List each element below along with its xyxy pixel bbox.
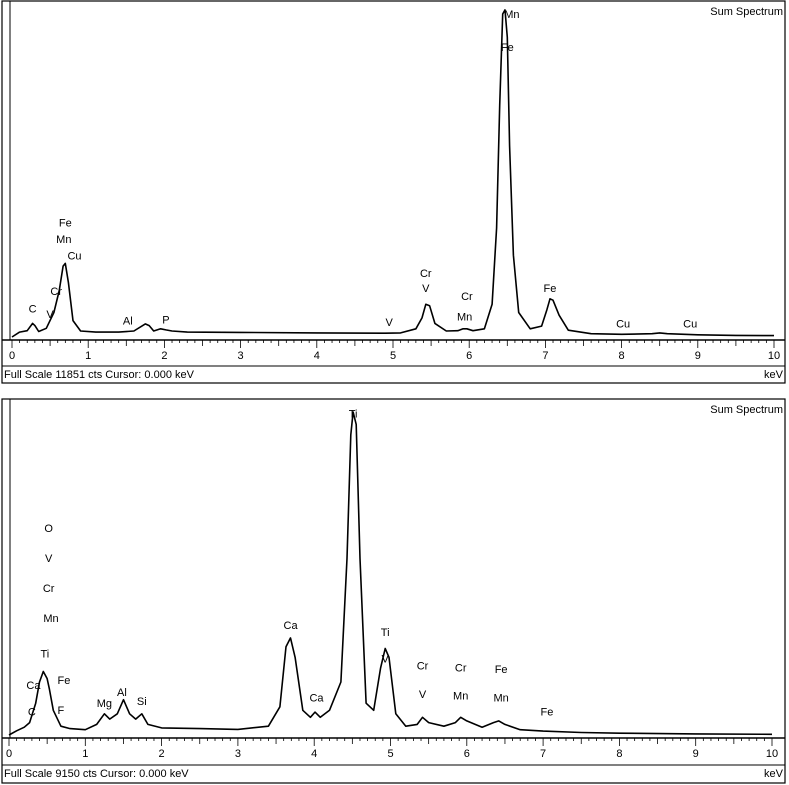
x-tick-label: 5 bbox=[390, 350, 396, 362]
peak-label: Fe bbox=[59, 218, 72, 230]
peak-label: V bbox=[46, 309, 54, 321]
peak-label: Cr bbox=[43, 583, 55, 595]
plot-frame bbox=[1, 0, 786, 384]
peak-label: Fe bbox=[544, 283, 557, 295]
peak-label: Cr bbox=[420, 268, 432, 280]
peak-label: Fe bbox=[501, 42, 514, 54]
x-tick-label: 1 bbox=[82, 748, 88, 760]
plot-frame bbox=[1, 398, 786, 784]
peak-label: Mn bbox=[504, 9, 519, 21]
spectrum-panel-1: 0 1 2 3 4 5 6 7 8 9 10 C V Cr Cu Mn Fe Al P V V Cr Mn Cr Fe Mn Fe C… bbox=[0, 0, 789, 385]
x-tick-label: 0 bbox=[9, 350, 15, 362]
spectrum-title: Sum Spectrum bbox=[710, 404, 783, 416]
peak-label: Cu bbox=[616, 318, 630, 330]
peak-label: Al bbox=[117, 687, 127, 699]
x-tick-label: 4 bbox=[311, 748, 317, 760]
x-tick-label: 6 bbox=[466, 350, 472, 362]
peak-label: Cr bbox=[455, 662, 467, 674]
peak-label: V bbox=[419, 689, 427, 701]
spectrum-chart-2: 0 1 2 3 4 5 6 7 8 9 10 C Ca Ti Mn Cr V O F Fe Mg Al Si Ca Ca Ti V T… bbox=[1, 398, 786, 784]
spectrum-trace bbox=[8, 411, 773, 736]
peak-label: Cr bbox=[50, 286, 62, 298]
peak-label: Mn bbox=[457, 312, 472, 324]
peak-label: Cu bbox=[683, 318, 697, 330]
peak-label: Ti bbox=[381, 627, 390, 639]
peak-label: Ca bbox=[284, 620, 299, 632]
x-tick-label: 7 bbox=[542, 350, 548, 362]
x-tick-label: 7 bbox=[540, 748, 546, 760]
x-tick-label: 4 bbox=[314, 350, 320, 362]
x-tick-label: 5 bbox=[387, 748, 393, 760]
full-scale-readout: Full Scale 9150 cts Cursor: 0.000 keV bbox=[4, 768, 189, 780]
x-tick-label: 8 bbox=[616, 748, 622, 760]
peak-label: F bbox=[58, 705, 65, 717]
x-axis-unit: keV bbox=[764, 369, 784, 381]
peak-label: V bbox=[381, 654, 389, 666]
x-tick-label: 1 bbox=[85, 350, 91, 362]
peak-label: Ca bbox=[309, 692, 324, 704]
x-tick-label: 3 bbox=[235, 748, 241, 760]
peak-label: Fe bbox=[495, 664, 508, 676]
x-tick-label: 2 bbox=[159, 748, 165, 760]
peak-label: C bbox=[29, 303, 37, 315]
x-tick-label: 2 bbox=[161, 350, 167, 362]
peak-label: Ti bbox=[349, 408, 358, 420]
peak-label: O bbox=[44, 523, 53, 535]
x-tick-label: 6 bbox=[464, 748, 470, 760]
peak-label: Ca bbox=[26, 680, 41, 692]
x-tick-label: 9 bbox=[693, 748, 699, 760]
peak-label: V bbox=[45, 553, 53, 565]
peak-label: Mn bbox=[453, 691, 468, 703]
x-tick-label: 0 bbox=[6, 748, 12, 760]
peak-label: Ti bbox=[40, 648, 49, 660]
peak-label: V bbox=[386, 317, 394, 329]
peak-label: Cr bbox=[461, 291, 473, 303]
spectrum-panel-2: 0 1 2 3 4 5 6 7 8 9 10 C Ca Ti Mn Cr V O F Fe Mg Al Si Ca Ca Ti V T… bbox=[0, 398, 789, 785]
x-tick-label: 10 bbox=[768, 350, 780, 362]
full-scale-readout: Full Scale 11851 cts Cursor: 0.000 keV bbox=[4, 369, 195, 381]
peak-label: Mn bbox=[493, 692, 508, 704]
peak-label: Mg bbox=[97, 698, 112, 710]
peak-label: Si bbox=[137, 696, 147, 708]
spectrum-title: Sum Spectrum bbox=[710, 6, 783, 18]
peak-label: P bbox=[162, 314, 169, 326]
peak-label: Al bbox=[123, 316, 133, 328]
spectrum-trace bbox=[11, 9, 775, 338]
peak-label: C bbox=[28, 707, 36, 719]
peak-label: Mn bbox=[43, 613, 58, 625]
peak-label: Mn bbox=[56, 234, 71, 246]
peak-label: Cu bbox=[67, 250, 81, 262]
x-tick-label: 9 bbox=[695, 350, 701, 362]
peak-label: Fe bbox=[58, 675, 71, 687]
x-tick-label: 8 bbox=[619, 350, 625, 362]
x-axis-unit: keV bbox=[764, 768, 784, 780]
peak-label: V bbox=[422, 283, 430, 295]
x-tick-label: 10 bbox=[766, 748, 778, 760]
peak-label: Fe bbox=[540, 707, 553, 719]
peak-label: Cr bbox=[417, 661, 429, 673]
x-tick-label: 3 bbox=[238, 350, 244, 362]
